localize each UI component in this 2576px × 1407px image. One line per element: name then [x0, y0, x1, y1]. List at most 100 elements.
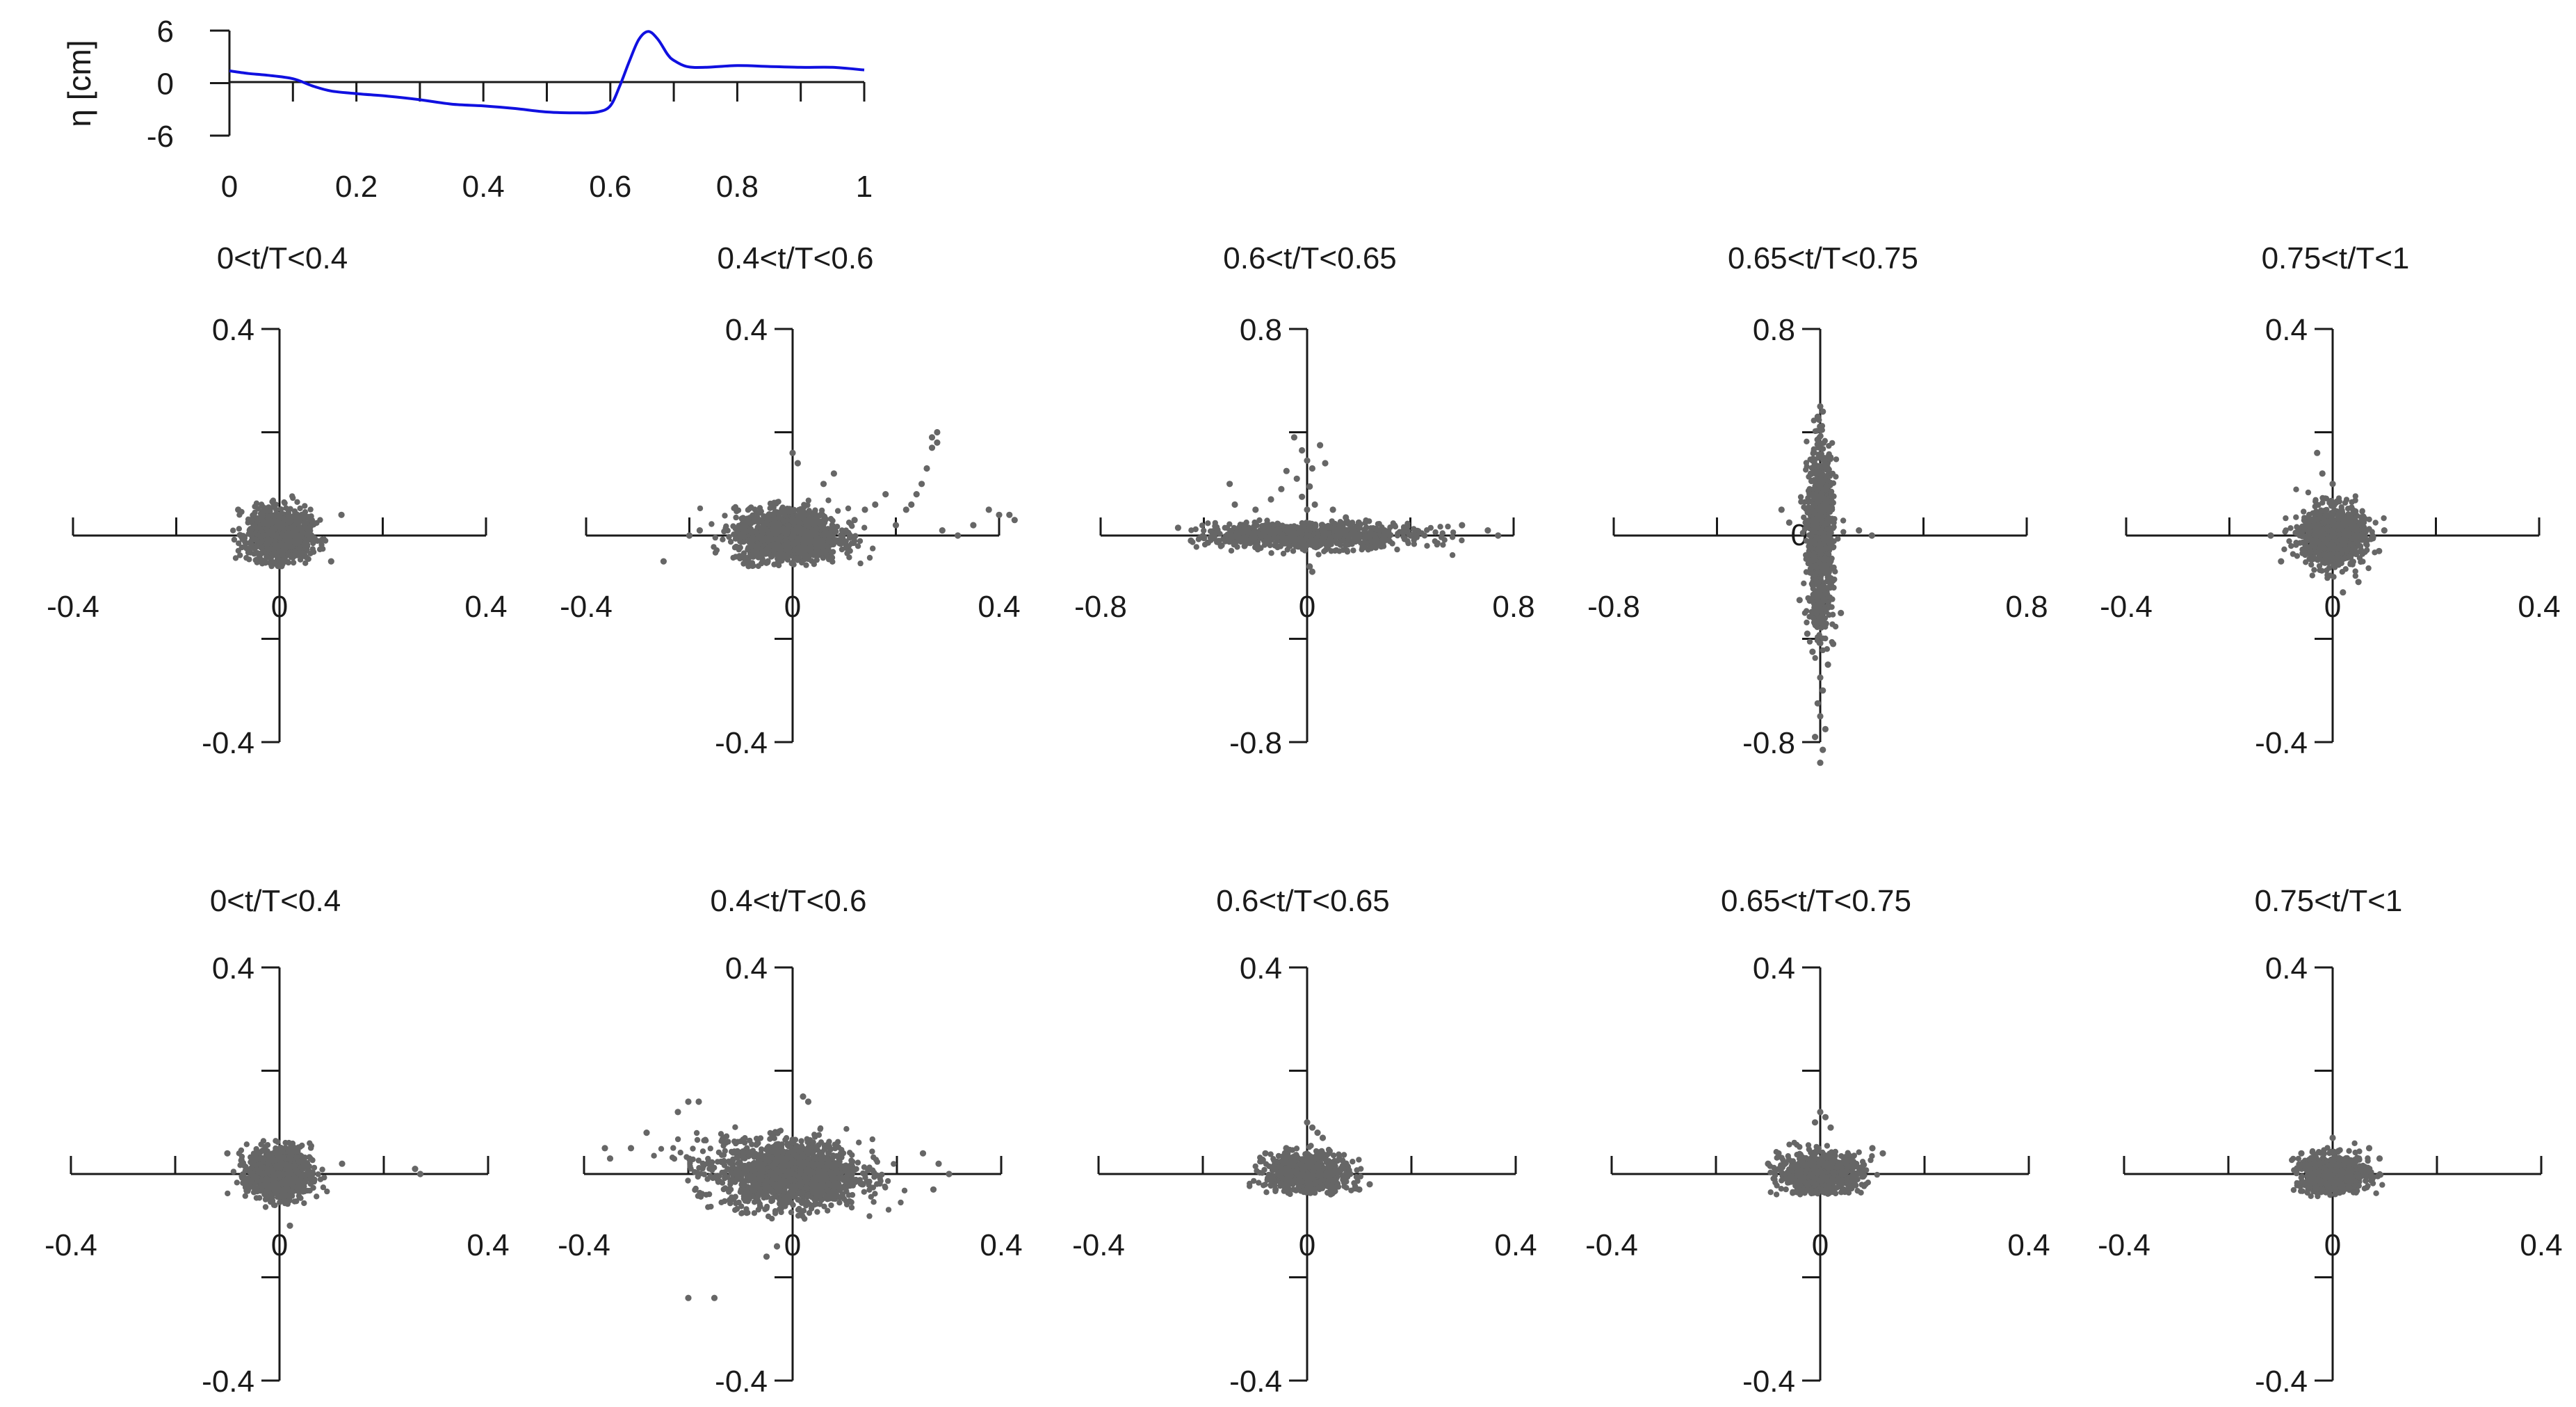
scatter-point — [782, 537, 788, 544]
scatter-point — [813, 531, 820, 538]
scatter-point — [1261, 524, 1267, 530]
scatter-point — [834, 508, 841, 514]
scatter-point — [1205, 520, 1211, 526]
scatter-point — [985, 506, 992, 513]
scatter-point — [843, 538, 849, 545]
panel-y-tick-label: 0.4 — [725, 313, 768, 347]
scatter-point — [807, 540, 813, 546]
scatter-point — [1328, 548, 1334, 554]
scatter-point — [892, 522, 900, 529]
scatter-point — [307, 517, 314, 523]
scatter-point — [766, 517, 772, 523]
scatter-point — [269, 499, 275, 505]
panel-x-tick-label: 0.4 — [978, 590, 1020, 624]
scatter-point — [1383, 537, 1390, 543]
scatter-point — [730, 554, 736, 561]
scatter-point — [1806, 638, 1813, 645]
eta-y-axis-label: η [cm] — [61, 40, 97, 127]
scatter-point — [305, 542, 311, 548]
scatter-point — [1394, 546, 1400, 553]
scatter-point — [732, 504, 739, 510]
scatter-point — [1215, 540, 1222, 546]
scatter-point — [1484, 527, 1491, 534]
panel-y-tick-label: -0.4 — [202, 726, 254, 760]
scatter-point — [1832, 623, 1839, 630]
scatter-point — [1222, 524, 1228, 531]
scatter-point — [263, 540, 270, 547]
scatter-point — [1364, 533, 1370, 540]
scatter-point — [320, 546, 326, 552]
scatter-point — [1359, 547, 1365, 553]
panel-x-tick-label: 0.8 — [1492, 590, 1534, 624]
scatter-point — [1256, 517, 1263, 524]
scatter-point — [327, 558, 334, 565]
scatter-point — [866, 554, 873, 561]
scatter-point — [235, 506, 242, 513]
scatter-point — [272, 518, 279, 524]
scatter-point — [1822, 457, 1828, 464]
scatter-point — [1432, 538, 1438, 545]
scatter-point — [1817, 759, 1824, 766]
scatter-point — [727, 538, 734, 545]
scatter-point — [270, 529, 276, 536]
scatter-point — [1817, 497, 1823, 504]
scatter-point — [338, 511, 345, 518]
scatter-point — [1824, 591, 1831, 597]
scatter-point — [290, 559, 297, 566]
panel-y-tick-label: -0.8 — [1229, 726, 1282, 760]
scatter-point — [1371, 531, 1378, 538]
scatter-point — [252, 536, 258, 543]
scatter-point — [295, 520, 302, 526]
scatter-point — [1329, 506, 1336, 513]
scatter-point — [1833, 456, 1840, 463]
scatter-point — [1815, 547, 1822, 553]
scatter-point — [1242, 543, 1248, 549]
scatter-point — [238, 535, 245, 541]
scatter-point — [1785, 519, 1792, 526]
scatter-point — [1406, 531, 1412, 538]
scatter-point — [252, 509, 258, 516]
scatter-point — [1804, 438, 1810, 444]
scatter-point — [297, 556, 304, 563]
scatter-point — [820, 522, 827, 529]
scatter-point — [1838, 609, 1845, 617]
scatter-point — [307, 506, 314, 513]
scatter-point — [1424, 542, 1430, 549]
scatter-point — [1817, 510, 1824, 517]
scatter-point — [1404, 538, 1411, 544]
eta-x-tick-label: 0 — [221, 170, 238, 204]
scatter-point — [813, 547, 820, 554]
panel-y-tick-label: 0.4 — [212, 313, 254, 347]
scatter-point — [254, 556, 260, 563]
scatter-point — [786, 545, 793, 551]
scatter-point — [1318, 541, 1324, 548]
scatter-point — [1801, 526, 1808, 532]
scatter-point — [1287, 543, 1293, 549]
panel-x-tick-label: 0 — [271, 590, 288, 624]
scatter-point — [304, 537, 310, 543]
scatter-point — [291, 524, 297, 530]
scatter-point — [2311, 567, 2317, 573]
scatter-point — [309, 546, 316, 552]
eta-timeseries-chart: 60-60 0.2 0.4 0.6 0.8 1η [cm] — [61, 15, 873, 204]
scatter-point — [1201, 527, 1207, 534]
scatter-point — [1812, 654, 1818, 661]
scatter-point — [1315, 531, 1321, 537]
scatter-point — [243, 554, 250, 561]
scatter-point — [827, 538, 834, 545]
panel-x-tick-label: -0.4 — [47, 590, 99, 624]
panel-x-tick-label: -0.4 — [560, 590, 613, 624]
scatter-point — [1830, 641, 1837, 648]
scatter-point — [1830, 545, 1836, 551]
scatter-point — [1805, 488, 1812, 494]
scatter-point — [1816, 471, 1822, 477]
scatter-point — [1321, 548, 1327, 554]
scatter-point — [854, 543, 861, 549]
scatter-point — [908, 501, 915, 508]
scatter-point — [839, 533, 846, 540]
scatter-point — [708, 521, 715, 527]
scatter-point — [740, 515, 746, 522]
scatter-point — [1811, 476, 1817, 483]
scatter-point — [235, 547, 241, 554]
scatter-point — [829, 522, 836, 528]
